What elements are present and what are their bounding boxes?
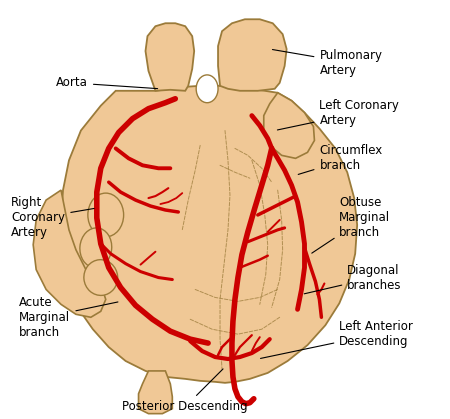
Text: Acute
Marginal
branch: Acute Marginal branch <box>19 296 118 339</box>
Text: Obtuse
Marginal
branch: Obtuse Marginal branch <box>312 197 391 253</box>
Text: Circumflex
branch: Circumflex branch <box>298 144 382 174</box>
Polygon shape <box>218 19 287 91</box>
Text: Left Coronary
Artery: Left Coronary Artery <box>277 98 399 130</box>
Ellipse shape <box>80 228 112 268</box>
Text: Diagonal
branches: Diagonal branches <box>304 264 402 294</box>
Text: Aorta: Aorta <box>56 76 158 89</box>
Text: Right
Coronary
Artery: Right Coronary Artery <box>11 197 94 239</box>
Polygon shape <box>139 371 172 414</box>
Ellipse shape <box>84 260 117 295</box>
Text: Posterior Descending: Posterior Descending <box>122 369 248 413</box>
Text: Left Anterior
Descending: Left Anterior Descending <box>261 320 413 358</box>
Text: Pulmonary
Artery: Pulmonary Artery <box>272 49 382 77</box>
Polygon shape <box>33 190 106 317</box>
Ellipse shape <box>88 193 124 237</box>
Polygon shape <box>145 23 194 91</box>
Polygon shape <box>61 86 357 383</box>
Polygon shape <box>264 93 315 158</box>
Ellipse shape <box>196 75 218 103</box>
